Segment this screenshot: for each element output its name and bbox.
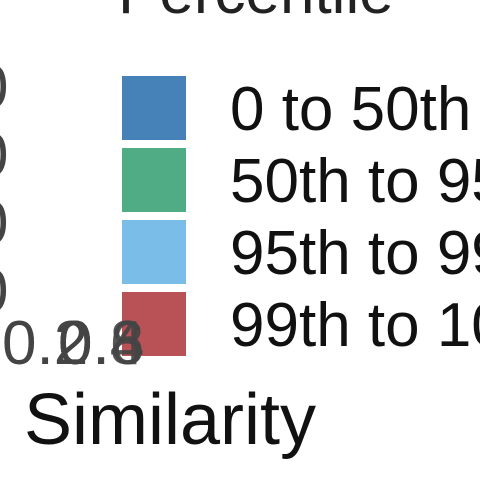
legend-key-50-95 bbox=[122, 148, 186, 212]
x-tick-label: 0.2 bbox=[2, 309, 89, 378]
legend-label-50-95: 50th to 95th bbox=[230, 147, 480, 216]
y-tick-label: 0 bbox=[0, 188, 8, 260]
y-tick-label: 0 bbox=[0, 256, 8, 328]
legend-label-99-100: 99th to 100th bbox=[230, 291, 480, 360]
legend-key-0-50 bbox=[122, 76, 186, 140]
legend-key-99-100 bbox=[122, 292, 186, 356]
legend-label-95-99: 95th to 99th bbox=[230, 219, 480, 288]
legend-title: Percentile bbox=[118, 0, 394, 24]
y-tick-label: 0 bbox=[0, 52, 8, 124]
x-tick-label: 0.8 bbox=[58, 309, 145, 378]
legend-key-95-99 bbox=[122, 220, 186, 284]
x-tick-label: 0.4 bbox=[58, 309, 145, 378]
x-tick-label: 0.6 bbox=[58, 309, 145, 378]
x-axis-title: Similarity bbox=[24, 380, 317, 460]
y-tick-label: 0 bbox=[0, 120, 8, 192]
legend-label-0-50: 0 to 50th bbox=[230, 75, 472, 144]
